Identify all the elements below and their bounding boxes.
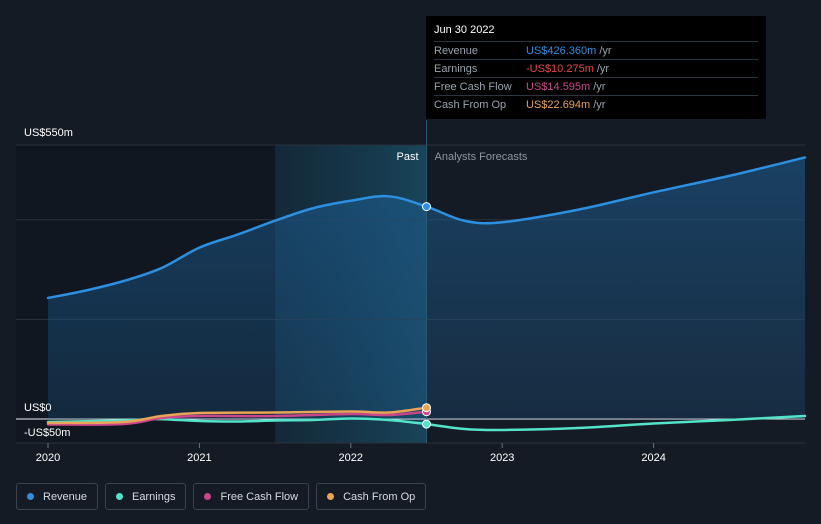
y-label-bottom: -US$50m <box>24 427 70 439</box>
x-tick-label: 2022 <box>339 452 363 464</box>
legend-item-cash-from-op[interactable]: Cash From Op <box>316 483 427 510</box>
past-label: Past <box>396 151 418 163</box>
legend-label: Revenue <box>43 490 88 503</box>
tooltip-label: Free Cash Flow <box>434 80 512 93</box>
x-tick-label: 2024 <box>641 452 665 464</box>
analysts-forecasts-label: Analysts Forecasts <box>435 151 528 163</box>
legend: Revenue Earnings Free Cash Flow Cash Fro… <box>16 483 427 510</box>
tooltip-value: US$22.694m <box>526 98 591 111</box>
legend-item-earnings[interactable]: Earnings <box>105 483 187 510</box>
tooltip-value: US$426.360m <box>526 44 597 57</box>
cash-from-op-line <box>46 406 428 425</box>
legend-item-revenue[interactable]: Revenue <box>16 483 99 510</box>
y-label-zero: US$0 <box>24 402 52 414</box>
tooltip-label: Cash From Op <box>434 98 507 111</box>
legend-dot-icon <box>327 493 335 500</box>
legend-dot-icon <box>204 493 212 500</box>
legend-label: Earnings <box>132 490 176 503</box>
legend-dot-icon <box>116 493 124 500</box>
tooltip-row-free-cash-flow: Free Cash Flow US$14.595m /yr <box>434 77 758 95</box>
cash-from-op-marker <box>422 403 431 413</box>
x-tick-label: 2020 <box>36 452 60 464</box>
tooltip-unit: /yr <box>599 44 612 57</box>
free-cash-flow-line <box>46 410 428 426</box>
legend-item-free-cash-flow[interactable]: Free Cash Flow <box>193 483 310 510</box>
tooltip-value: US$14.595m <box>526 80 591 93</box>
tooltip-row-earnings: Earnings -US$10.275m /yr <box>434 59 758 77</box>
earnings-marker <box>422 419 431 429</box>
x-tick-label: 2023 <box>490 452 514 464</box>
tooltip-row-cash-from-op: Cash From Op US$22.694m /yr <box>434 95 758 113</box>
x-tick-label: 2021 <box>187 452 211 464</box>
tooltip: Jun 30 2022 Revenue US$426.360m /yr Earn… <box>426 16 766 119</box>
revenue-line <box>46 156 807 300</box>
legend-label: Free Cash Flow <box>220 490 299 503</box>
tooltip-label: Revenue <box>434 44 479 57</box>
tooltip-unit: /yr <box>593 80 606 93</box>
tooltip-value: -US$10.275m <box>526 62 594 75</box>
legend-dot-icon <box>27 493 34 500</box>
tooltip-label: Earnings <box>434 62 478 75</box>
tooltip-row-revenue: Revenue US$426.360m /yr <box>434 41 758 59</box>
legend-label: Cash From Op <box>343 490 416 503</box>
y-label-top: US$550m <box>24 127 73 139</box>
earnings-line <box>46 414 807 432</box>
revenue-marker <box>422 202 431 212</box>
tooltip-unit: /yr <box>593 98 606 111</box>
tooltip-unit: /yr <box>596 62 610 75</box>
tooltip-date: Jun 30 2022 <box>434 24 495 36</box>
